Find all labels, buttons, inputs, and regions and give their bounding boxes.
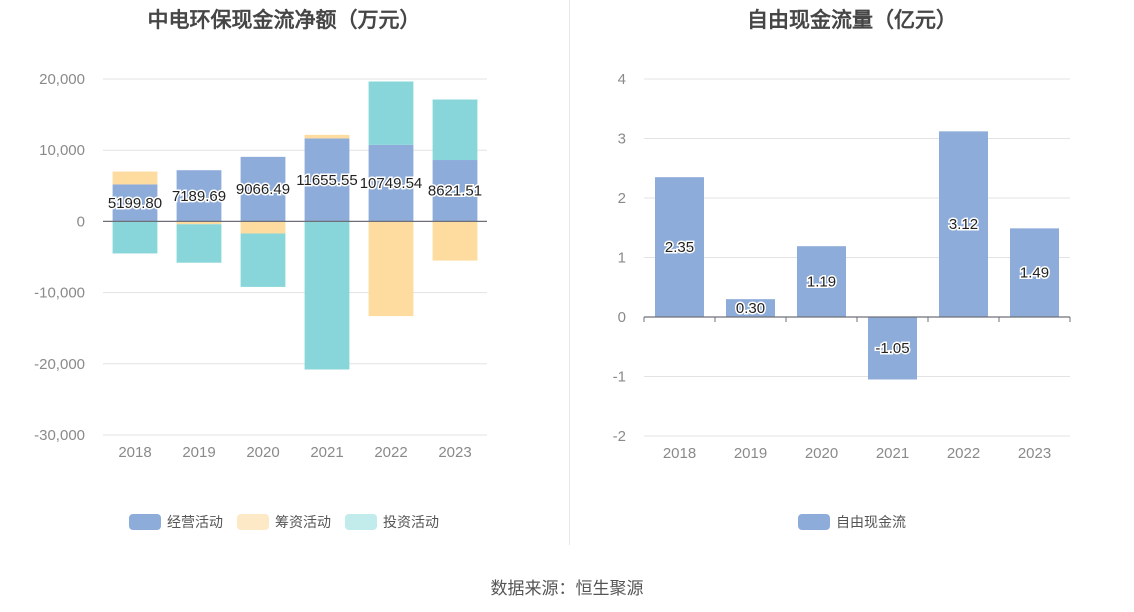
- right-data-label: 1.19: [807, 274, 836, 291]
- left-bar-s2-2020[interactable]: [240, 233, 286, 287]
- right-data-label: 2.35: [665, 239, 694, 256]
- left-y-tick-label: -30,000: [34, 427, 85, 444]
- right-x-tick-label: 2022: [947, 445, 980, 462]
- left-bar-s0-2018[interactable]: [112, 184, 158, 222]
- left-x-tick-label: 2019: [182, 444, 215, 461]
- legend-label-operating: 经营活动: [167, 514, 223, 530]
- right-y-tick-label: -1: [613, 369, 626, 386]
- left-legend: 经营活动 筹资活动 投资活动: [0, 512, 568, 532]
- left-x-tick-label: 2018: [118, 444, 151, 461]
- cash-flow-chart: 20,000 10,000 0 -10,000 -20,000 -30,000 2018 20…: [34, 71, 487, 461]
- left-bar-s2-2021[interactable]: [304, 221, 350, 370]
- panel-divider: [569, 0, 570, 545]
- right-bar-s0-2021[interactable]: [868, 317, 917, 380]
- right-bar-s0-2023[interactable]: [1010, 228, 1059, 317]
- left-data-label: 11655.55: [296, 172, 357, 189]
- left-bar-s1-2018[interactable]: [112, 171, 158, 185]
- right-bar-s0-2020[interactable]: [797, 246, 846, 317]
- left-bar-s1-2021[interactable]: [304, 134, 350, 139]
- right-y-tick-label: -2: [613, 428, 626, 445]
- left-x-tick-label: 2023: [438, 444, 471, 461]
- right-data-label: 1.49: [1020, 265, 1049, 282]
- left-bar-s0-2020[interactable]: [240, 156, 286, 222]
- left-data-label: 10749.54: [360, 175, 423, 192]
- right-bar-s0-2019[interactable]: [726, 299, 775, 317]
- left-y-tick-label: 0: [77, 213, 85, 230]
- left-x-tick-label: 2021: [310, 444, 343, 461]
- cash-flow-chart-panel: 中电环保现金流净额（万元） 20,000 10,000 0 -10,000 -20,00…: [0, 0, 568, 545]
- left-chart-title: 中电环保现金流净额（万元）: [147, 9, 421, 32]
- left-bar-s0-2019[interactable]: [176, 170, 222, 222]
- left-data-label: 5199.80: [108, 195, 162, 212]
- right-y-tick-label: 1: [618, 250, 626, 267]
- left-bar-s1-2023[interactable]: [432, 221, 478, 261]
- left-y-tick-label: -20,000: [34, 356, 85, 373]
- right-legend: 自由现金流: [570, 512, 1134, 532]
- left-data-label: 7189.69: [172, 188, 226, 205]
- legend-swatch-operating: [129, 514, 161, 530]
- legend-label-free-cash-flow: 自由现金流: [836, 514, 906, 530]
- legend-swatch-free-cash-flow: [798, 514, 830, 530]
- right-data-label: 3.12: [949, 216, 978, 233]
- legend-label-financing: 筹资活动: [275, 514, 331, 530]
- right-x-tick-label: 2023: [1018, 445, 1051, 462]
- right-data-label: 0.30: [736, 300, 765, 317]
- left-bar-s1-2019[interactable]: [176, 221, 222, 225]
- left-data-label: 9066.49: [236, 181, 290, 198]
- left-bar-s2-2022[interactable]: [368, 81, 414, 145]
- left-bar-s1-2022[interactable]: [368, 221, 414, 317]
- legend-item-free-cash-flow[interactable]: 自由现金流: [798, 512, 906, 532]
- right-data-label: -1.05: [875, 340, 909, 357]
- free-cash-flow-chart-panel: 自由现金流量（亿元） 4 3 2 1 0 -1 -2 2018 2019 2020 2021 2022…: [570, 0, 1134, 545]
- left-y-tick-label: 10,000: [39, 142, 85, 159]
- right-bar-s0-2022[interactable]: [939, 131, 988, 317]
- left-bar-s1-2020[interactable]: [240, 221, 286, 234]
- right-x-tick-label: 2020: [805, 445, 838, 462]
- left-y-tick-label: 20,000: [39, 71, 85, 88]
- right-chart-title: 自由现金流量（亿元）: [747, 9, 957, 32]
- left-bar-s0-2021[interactable]: [304, 138, 350, 222]
- right-bar-s0-2018[interactable]: [655, 177, 704, 317]
- legend-item-operating[interactable]: 经营活动: [129, 512, 223, 532]
- left-bar-s2-2019[interactable]: [176, 224, 222, 263]
- legend-label-investing: 投资活动: [383, 514, 439, 530]
- left-x-tick-label: 2020: [246, 444, 279, 461]
- legend-swatch-investing: [345, 514, 377, 530]
- left-data-label: 8621.51: [428, 183, 482, 200]
- left-x-tick-label: 2022: [374, 444, 407, 461]
- right-x-tick-label: 2019: [734, 445, 767, 462]
- right-y-tick-label: 4: [618, 71, 626, 88]
- legend-item-investing[interactable]: 投资活动: [345, 512, 439, 532]
- right-y-tick-label: 3: [618, 131, 626, 148]
- left-bar-s2-2023[interactable]: [432, 99, 478, 161]
- left-bar-s0-2022[interactable]: [368, 144, 414, 222]
- left-y-tick-label: -10,000: [34, 285, 85, 302]
- left-bar-s0-2023[interactable]: [432, 160, 478, 222]
- right-y-tick-label: 0: [618, 309, 626, 326]
- legend-swatch-financing: [237, 514, 269, 530]
- data-source-note: 数据来源：恒生聚源: [490, 579, 644, 598]
- left-bar-s2-2018[interactable]: [112, 221, 158, 254]
- free-cash-flow-chart: 4 3 2 1 0 -1 -2 2018 2019 2020 2021 2022 2023 2.35 0.3…: [613, 71, 1071, 462]
- right-y-tick-label: 2: [618, 190, 626, 207]
- legend-item-financing[interactable]: 筹资活动: [237, 512, 331, 532]
- right-x-tick-label: 2018: [663, 445, 696, 462]
- right-x-tick-label: 2021: [876, 445, 909, 462]
